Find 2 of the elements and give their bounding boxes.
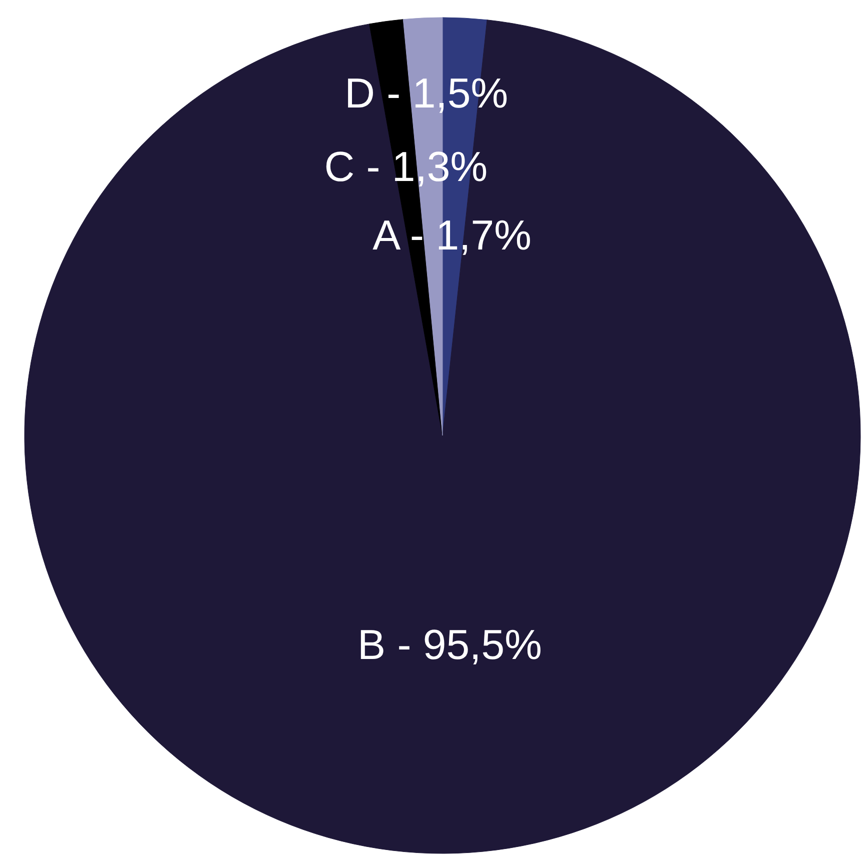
slice-label: D - 1,5% xyxy=(344,70,508,117)
slice-label: B - 95,5% xyxy=(358,620,542,668)
